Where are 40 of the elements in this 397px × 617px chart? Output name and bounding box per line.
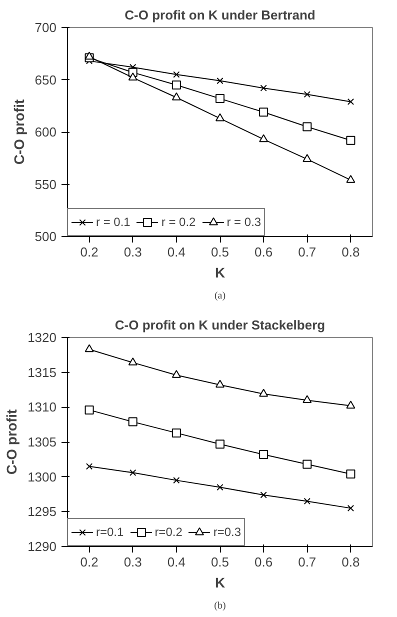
y-tick-label: 1300 [28,469,56,484]
y-tick-label: 650 [34,72,57,88]
legend-label: r = 0.1 [96,215,130,229]
x-tick-label: 0.4 [167,244,186,260]
y-tick-label: 500 [34,229,57,244]
y-tick-label: 600 [34,124,57,140]
chart-title: C-O profit on K under Stackelberg [114,318,326,332]
x-tick-label: 0.3 [124,554,142,570]
x-tick-label: 0.2 [80,554,98,570]
y-tick-label: 1315 [28,364,56,380]
x-tick-label: 0.6 [254,244,273,260]
legend-label: r=0.1 [96,525,124,539]
legend-label: r = 0.2 [161,215,196,229]
x-tick-label: 0.7 [298,554,316,570]
x-tick-label: 0.6 [254,554,273,570]
legend-label: r = 0.3 [226,215,262,229]
x-axis-title: K [214,264,226,280]
chart-title: C-O profit on K under Bertrand [124,8,316,22]
legend-label: r=0.3 [213,525,242,539]
y-axis-title: C-O profit [4,409,20,475]
x-tick-label: 0.8 [342,554,360,570]
x-tick-label: 0.3 [124,244,142,260]
y-tick-label: 1295 [28,504,56,520]
text: (b) [214,600,226,612]
y-tick-label: 550 [34,176,57,192]
x-tick-label: 0.5 [210,244,230,260]
text: (a) [214,290,226,302]
y-tick-label: 1320 [28,330,56,345]
x-tick-label: 0.5 [210,554,230,570]
x-axis-title: K [214,574,226,590]
y-tick-label: 700 [34,20,57,35]
x-tick-label: 0.4 [167,554,186,570]
y-tick-label: 1305 [28,434,56,450]
y-tick-label: 1310 [28,400,56,415]
y-axis-title: C-O profit [10,99,27,165]
x-tick-label: 0.2 [80,244,98,260]
x-tick-label: 0.7 [298,244,316,260]
legend-label: r=0.2 [154,525,182,539]
y-tick-label: 1290 [28,539,56,554]
x-tick-label: 0.8 [342,244,360,260]
